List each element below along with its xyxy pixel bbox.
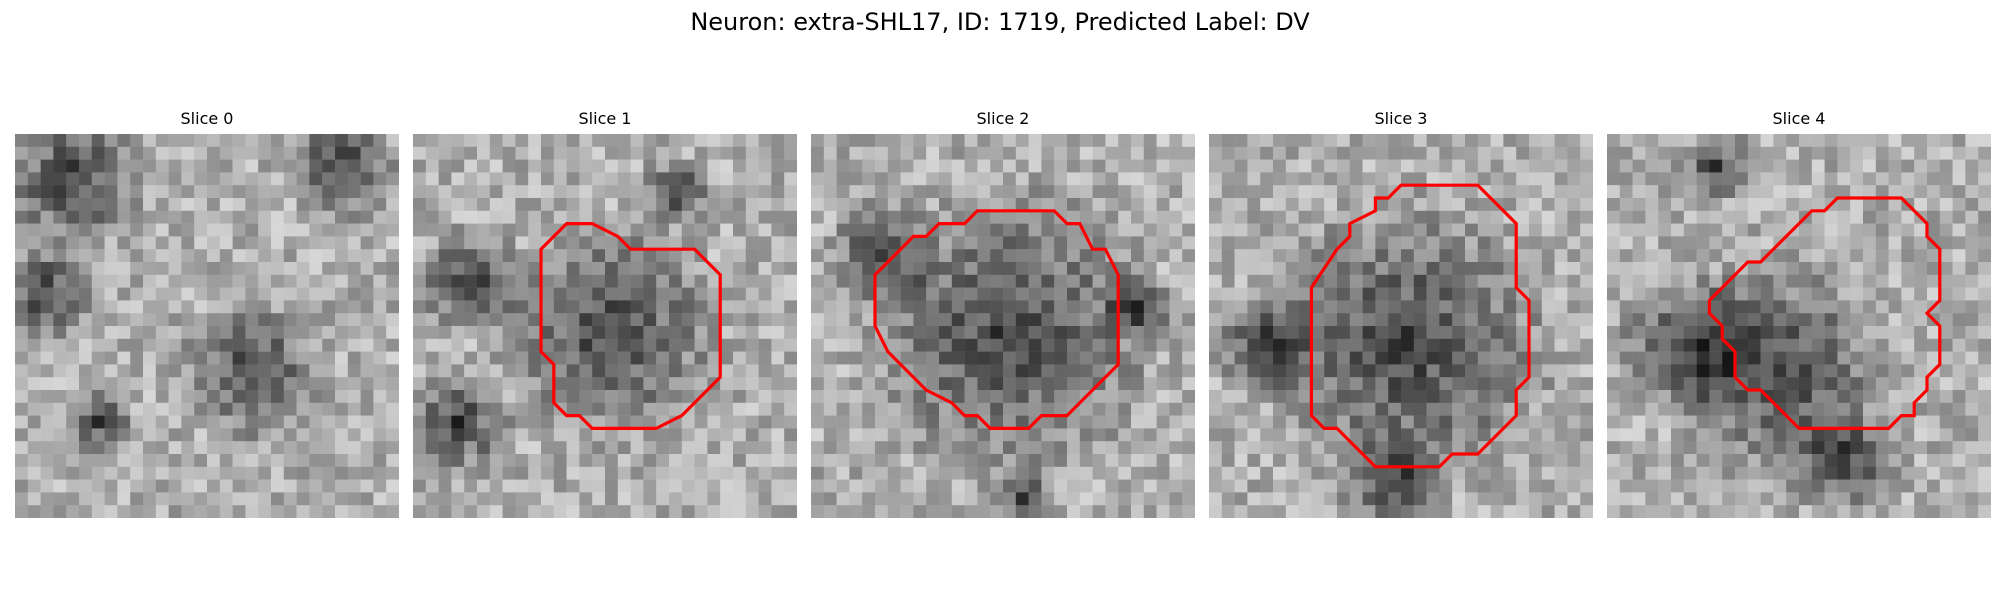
- microscopy-slice-image: [413, 134, 797, 518]
- slice-panel-4: Slice 4: [1607, 0, 1991, 600]
- slice-panel-2: Slice 2: [811, 0, 1195, 600]
- slice-title: Slice 3: [1209, 109, 1593, 129]
- slice-panel-1: Slice 1: [413, 0, 797, 600]
- microscopy-slice-image: [15, 134, 399, 518]
- slice-panel-0: Slice 0: [15, 0, 399, 600]
- slice-title: Slice 0: [15, 109, 399, 129]
- microscopy-slice-image: [811, 134, 1195, 518]
- microscopy-slice-image: [1607, 134, 1991, 518]
- slice-title: Slice 4: [1607, 109, 1991, 129]
- slice-title: Slice 1: [413, 109, 797, 129]
- slice-panel-3: Slice 3: [1209, 0, 1593, 600]
- microscopy-slice-image: [1209, 134, 1593, 518]
- slice-title: Slice 2: [811, 109, 1195, 129]
